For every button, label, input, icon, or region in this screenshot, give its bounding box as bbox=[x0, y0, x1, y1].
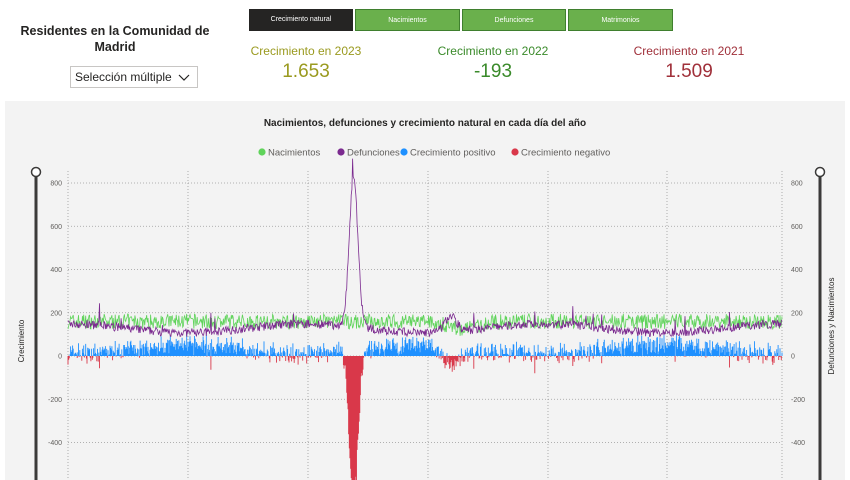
y-tick-label-left: 800 bbox=[50, 181, 62, 188]
y-tick-label-left: 400 bbox=[50, 267, 62, 274]
tab-nacimientos[interactable]: Nacimientos bbox=[355, 9, 460, 31]
y-tick-label-right: 200 bbox=[791, 310, 803, 317]
series-crecimiento-positivo bbox=[69, 333, 783, 356]
range-slider-right-handle[interactable] bbox=[814, 166, 826, 178]
legend-marker bbox=[337, 148, 345, 156]
line-chart: Nacimientos, defunciones y crecimiento n… bbox=[17, 118, 836, 480]
kpi-label: Crecimiento en 2022 bbox=[437, 44, 549, 58]
selection-slicer[interactable]: Selección múltiple bbox=[70, 66, 198, 88]
y-tick-label-right: 600 bbox=[791, 224, 803, 231]
kpi-2021: Crecimiento en 2021 1.509 bbox=[599, 44, 779, 86]
legend-label: Crecimiento negativo bbox=[521, 148, 610, 159]
y-tick-label-left: 200 bbox=[50, 310, 62, 317]
y-tick-label-right: -400 bbox=[791, 440, 805, 447]
kpi-value: -193 bbox=[473, 61, 513, 82]
legend-marker bbox=[511, 148, 519, 156]
y-tick-label-left: -200 bbox=[48, 397, 62, 404]
legend-label: Defunciones bbox=[347, 148, 400, 159]
kpi-value: 1.509 bbox=[665, 61, 713, 82]
y-tick-label-right: 0 bbox=[791, 354, 795, 361]
series-nacimientos bbox=[67, 312, 783, 336]
series-crecimiento-negativo bbox=[67, 356, 782, 480]
legend-label: Nacimientos bbox=[268, 148, 321, 159]
y-tick-label-right: 400 bbox=[791, 267, 803, 274]
kpi-2023: Crecimiento en 2023 1.653 bbox=[216, 44, 396, 86]
y-tick-label-right: 800 bbox=[791, 181, 803, 188]
range-slider-left-handle[interactable] bbox=[30, 166, 42, 178]
legend-marker bbox=[258, 148, 266, 156]
legend-label: Crecimiento positivo bbox=[410, 148, 496, 159]
y-tick-label-left: 0 bbox=[58, 354, 62, 361]
kpi-label: Crecimiento en 2023 bbox=[250, 44, 362, 58]
tab-defunciones[interactable]: Defunciones bbox=[462, 9, 566, 31]
kpi-value: 1.653 bbox=[282, 61, 330, 82]
kpi-2022: Crecimiento en 2022 -193 bbox=[403, 44, 583, 86]
legend-marker bbox=[400, 148, 408, 156]
y-tick-label-left: -400 bbox=[48, 440, 62, 447]
chart-panel: Nacimientos, defunciones y crecimiento n… bbox=[5, 101, 845, 480]
tab-crecimiento-natural[interactable]: Crecimiento natural bbox=[249, 9, 353, 31]
slicer-value: Selección múltiple bbox=[75, 70, 172, 84]
chevron-down-icon bbox=[178, 74, 190, 81]
y-axis-title-right: Defunciones y Nacimientos bbox=[827, 278, 836, 375]
y-axis-title-left: Crecimiento bbox=[17, 319, 26, 362]
series-defunciones bbox=[67, 158, 783, 338]
chart-title: Nacimientos, defunciones y crecimiento n… bbox=[264, 118, 586, 129]
y-tick-label-left: 600 bbox=[50, 224, 62, 231]
page-title: Residentes en la Comunidad de Madrid bbox=[20, 24, 210, 54]
kpi-label: Crecimiento en 2021 bbox=[633, 44, 745, 58]
y-tick-label-right: -200 bbox=[791, 397, 805, 404]
tab-matrimonios[interactable]: Matrimonios bbox=[568, 9, 673, 31]
